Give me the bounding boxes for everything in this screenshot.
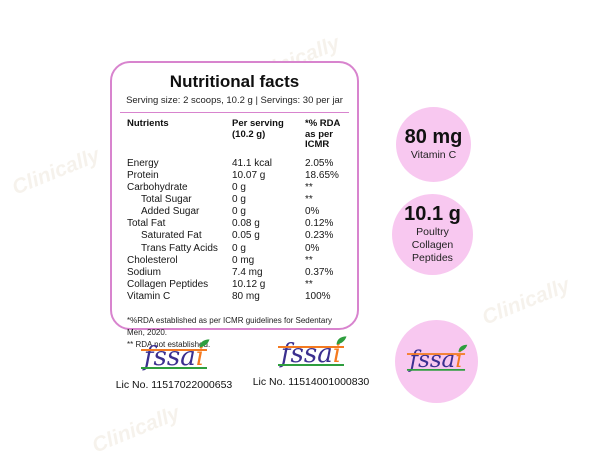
vitamin-c-label: Vitamin C bbox=[410, 148, 457, 161]
fssai-logo: fssai bbox=[140, 339, 210, 377]
panel-title: Nutritional facts bbox=[169, 72, 300, 91]
nutrient-row: Total Fat 0.08 g 0.12% bbox=[127, 218, 349, 230]
nutrient-amount: 0 g bbox=[232, 242, 246, 254]
nutrient-name: Trans Fatty Acids bbox=[141, 242, 218, 254]
nutrients-table: Nutrients Per serving (10.2 g) *% RDA as… bbox=[127, 118, 349, 303]
leaf-icon bbox=[199, 339, 210, 348]
nutrient-rda: 100% bbox=[305, 290, 331, 302]
nutrient-row: Trans Fatty Acids 0 g 0% bbox=[127, 243, 349, 255]
vitamin-c-amount: 80 mg bbox=[404, 125, 463, 148]
fssai-license-block-1: fssai Lic No. 11517022000653 bbox=[113, 339, 235, 391]
leaf-icon bbox=[336, 336, 347, 345]
nutrient-name: Cholesterol bbox=[127, 254, 178, 266]
nutrient-rda: 0.23% bbox=[305, 230, 334, 242]
nutrient-amount: 0 g bbox=[232, 194, 246, 206]
nutrient-rda: 0.12% bbox=[305, 218, 334, 230]
table-header-row: Nutrients Per serving (10.2 g) *% RDA as… bbox=[127, 118, 349, 151]
nutrient-amount: 0.08 g bbox=[232, 218, 260, 230]
collagen-badge: 10.1 g Poultry Collagen Peptides bbox=[392, 194, 473, 275]
nutrient-amount: 10.12 g bbox=[232, 278, 266, 290]
fssai-orange-rule bbox=[407, 353, 466, 355]
nutrient-name: Energy bbox=[127, 157, 159, 169]
footnotes: *%RDA established as per ICMR guidelines… bbox=[127, 315, 349, 351]
nutrient-amount: 80 mg bbox=[232, 290, 260, 302]
nutrient-row: Protein 10.07 g 18.65% bbox=[127, 170, 349, 182]
watermark: Clinically bbox=[8, 143, 103, 200]
nutrient-row: Cholesterol 0 mg ** bbox=[127, 255, 349, 267]
license-number: Lic No. 11517022000653 bbox=[115, 379, 233, 391]
fssai-green-rule bbox=[140, 367, 208, 369]
nutrient-row: Carbohydrate 0 g ** bbox=[127, 182, 349, 194]
nutrient-row: Vitamin C 80 mg 100% bbox=[127, 291, 349, 303]
nutrition-facts-panel: Nutritional facts Serving size: 2 scoops… bbox=[110, 61, 359, 349]
collagen-label: Poultry Collagen Peptides bbox=[411, 225, 454, 265]
fssai-logo: fssai bbox=[277, 336, 347, 374]
fssai-orange-rule bbox=[140, 349, 208, 351]
nutrient-row: Added Sugar 0 g 0% bbox=[127, 206, 349, 218]
fssai-license-block-2: fssai Lic No. 11514001000830 bbox=[250, 336, 372, 388]
nutrient-rda: 0% bbox=[305, 206, 320, 218]
nutrient-name: Vitamin C bbox=[127, 290, 171, 302]
nutrient-row: Saturated Fat 0.05 g 0.23% bbox=[127, 230, 349, 242]
nutrient-rda: ** bbox=[305, 194, 313, 206]
nutrient-rda: ** bbox=[305, 182, 313, 194]
nutrient-amount: 0 g bbox=[232, 182, 246, 194]
column-header-nutrients: Nutrients bbox=[127, 118, 169, 129]
nutrient-name: Added Sugar bbox=[141, 206, 200, 218]
footnote-rda-not-established: ** RDA not established. bbox=[127, 340, 211, 349]
watermark: Clinically bbox=[478, 273, 573, 330]
nutrient-rda: 18.65% bbox=[305, 169, 339, 181]
leaf-icon bbox=[458, 344, 469, 352]
nutrient-name: Total Fat bbox=[127, 218, 166, 230]
nutrient-row: Sodium 7.4 mg 0.37% bbox=[127, 267, 349, 279]
column-header-per-serving: Per serving (10.2 g) bbox=[232, 118, 284, 140]
fssai-orange-rule bbox=[277, 346, 345, 348]
nutrient-amount: 10.07 g bbox=[232, 169, 266, 181]
header-divider bbox=[120, 112, 349, 113]
license-number: Lic No. 11514001000830 bbox=[252, 376, 370, 388]
fssai-badge: fssai bbox=[395, 320, 478, 403]
nutrient-rda: ** bbox=[305, 278, 313, 290]
nutrient-amount: 0.05 g bbox=[232, 230, 260, 242]
nutrient-amount: 0 g bbox=[232, 206, 246, 218]
fssai-green-rule bbox=[277, 364, 345, 366]
nutrient-row: Energy 41.1 kcal 2.05% bbox=[127, 158, 349, 170]
nutrient-name: Protein bbox=[127, 169, 159, 181]
footnote-rda-icmr: *%RDA established as per ICMR guidelines… bbox=[127, 316, 332, 337]
nutrient-row: Total Sugar 0 g ** bbox=[127, 194, 349, 206]
nutrient-rda: 0.37% bbox=[305, 266, 334, 278]
nutrient-name: Carbohydrate bbox=[127, 182, 188, 194]
nutrient-amount: 41.1 kcal bbox=[232, 157, 273, 169]
fssai-logo: fssai bbox=[407, 344, 468, 378]
nutrient-name: Sodium bbox=[127, 266, 161, 278]
vitamin-c-badge: 80 mg Vitamin C bbox=[396, 107, 471, 182]
nutrient-amount: 0 mg bbox=[232, 254, 255, 266]
collagen-amount: 10.1 g bbox=[404, 202, 461, 225]
nutrient-amount: 7.4 mg bbox=[232, 266, 263, 278]
nutrient-row: Collagen Peptides 10.12 g ** bbox=[127, 279, 349, 291]
nutrient-rda: 2.05% bbox=[305, 157, 334, 169]
column-header-rda: *% RDA as per ICMR bbox=[305, 118, 341, 151]
nutrient-rda: 0% bbox=[305, 242, 320, 254]
serving-size-line: Serving size: 2 scoops, 10.2 g | Serving… bbox=[126, 95, 343, 106]
nutrient-name: Collagen Peptides bbox=[127, 278, 209, 290]
nutrient-name: Saturated Fat bbox=[141, 230, 202, 242]
nutrient-name: Total Sugar bbox=[141, 194, 192, 206]
fssai-green-rule bbox=[407, 368, 466, 371]
nutrient-rda: ** bbox=[305, 254, 313, 266]
